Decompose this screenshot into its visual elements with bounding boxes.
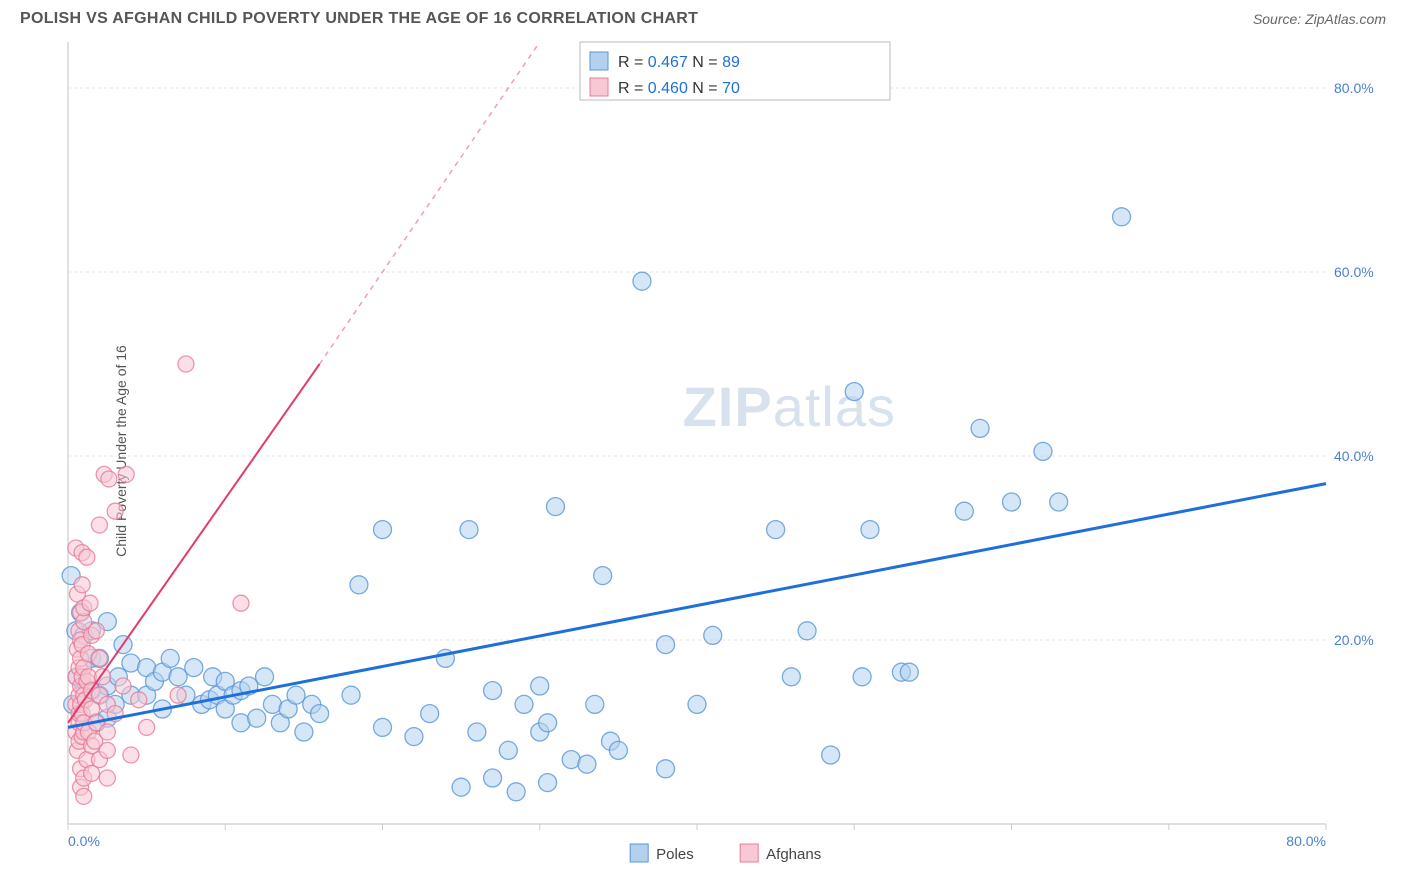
scatter-point (460, 521, 478, 539)
scatter-point (405, 728, 423, 746)
scatter-point (971, 419, 989, 437)
scatter-point (115, 678, 131, 694)
scatter-point (1003, 493, 1021, 511)
scatter-point (861, 521, 879, 539)
scatter-point (421, 705, 439, 723)
scatter-point (539, 714, 557, 732)
chart-area: Child Poverty Under the Age of 16 ZIPatl… (20, 36, 1386, 866)
scatter-point (594, 567, 612, 585)
scatter-point (311, 705, 329, 723)
scatter-point (507, 783, 525, 801)
scatter-point (82, 595, 98, 611)
scatter-point (1034, 442, 1052, 460)
scatter-point (798, 622, 816, 640)
scatter-point (609, 741, 627, 759)
svg-text:80.0%: 80.0% (1286, 833, 1326, 849)
scatter-point (586, 695, 604, 713)
scatter-point (1113, 208, 1131, 226)
scatter-point (76, 788, 92, 804)
scatter-point (452, 778, 470, 796)
scatter-point (118, 466, 134, 482)
scatter-point (99, 724, 115, 740)
scatter-point (170, 687, 186, 703)
scatter-point (161, 649, 179, 667)
scatter-point (484, 769, 502, 787)
scatter-point (578, 755, 596, 773)
scatter-point (79, 549, 95, 565)
scatter-point (955, 502, 973, 520)
svg-text:R = 0.460 N = 70: R = 0.460 N = 70 (618, 80, 740, 97)
scatter-point (91, 517, 107, 533)
svg-text:ZIPatlas: ZIPatlas (683, 375, 896, 438)
svg-text:0.0%: 0.0% (68, 833, 100, 849)
scatter-point (515, 695, 533, 713)
scatter-point (633, 272, 651, 290)
scatter-point (295, 723, 313, 741)
scatter-point (531, 677, 549, 695)
scatter-point (248, 709, 266, 727)
scatter-point (853, 668, 871, 686)
svg-text:Afghans: Afghans (766, 846, 821, 863)
scatter-point (657, 636, 675, 654)
scatter-point (499, 741, 517, 759)
chart-source: Source: ZipAtlas.com (1253, 11, 1386, 27)
scatter-point (688, 695, 706, 713)
scatter-point (767, 521, 785, 539)
scatter-point (91, 650, 107, 666)
scatter-point (233, 595, 249, 611)
scatter-point (657, 760, 675, 778)
chart-title: POLISH VS AFGHAN CHILD POVERTY UNDER THE… (20, 10, 698, 28)
scatter-point (484, 682, 502, 700)
svg-text:R = 0.467 N = 89: R = 0.467 N = 89 (618, 54, 740, 71)
bottom-legend: Poles Afghans (630, 844, 821, 863)
svg-text:Poles: Poles (656, 846, 694, 863)
scatter-point (374, 718, 392, 736)
scatter-point (350, 576, 368, 594)
scatter-point (374, 521, 392, 539)
scatter-point (822, 746, 840, 764)
scatter-point (99, 742, 115, 758)
scatter-point (101, 471, 117, 487)
scatter-point (107, 503, 123, 519)
scatter-point (468, 723, 486, 741)
scatter-point (1050, 493, 1068, 511)
chart-header: POLISH VS AFGHAN CHILD POVERTY UNDER THE… (0, 0, 1406, 36)
scatter-point (287, 686, 305, 704)
scatter-point (900, 663, 918, 681)
scatter-point (546, 498, 564, 516)
scatter-plot: ZIPatlas 20.0% 40.0% 60.0% 80.0% 0.0% 80.0% R =… (60, 36, 1386, 866)
scatter-point (782, 668, 800, 686)
svg-text:20.0%: 20.0% (1334, 632, 1374, 648)
scatter-point (131, 692, 147, 708)
scatter-point (539, 774, 557, 792)
svg-text:80.0%: 80.0% (1334, 80, 1374, 96)
svg-text:40.0%: 40.0% (1334, 448, 1374, 464)
scatter-point (704, 626, 722, 644)
scatter-point (99, 770, 115, 786)
scatter-point (845, 383, 863, 401)
scatter-point (88, 623, 104, 639)
scatter-point (178, 356, 194, 372)
scatter-point (256, 668, 274, 686)
scatter-point (169, 668, 187, 686)
scatter-point (74, 577, 90, 593)
scatter-point (123, 747, 139, 763)
scatter-point (139, 719, 155, 735)
svg-text:60.0%: 60.0% (1334, 264, 1374, 280)
scatter-point (342, 686, 360, 704)
scatter-point (185, 659, 203, 677)
